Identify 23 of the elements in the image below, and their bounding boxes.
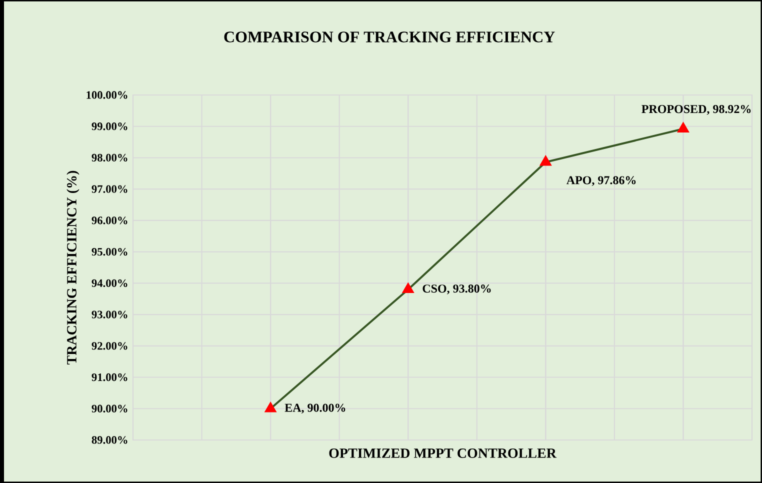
y-tick-label: 94.00%: [92, 279, 128, 288]
annotation: PROPOSED, 98.92%: [642, 104, 751, 115]
point: [402, 282, 414, 294]
y-tick-label: 93.00%: [92, 310, 128, 318]
y-tick-label: 100.00%: [86, 91, 128, 99]
y-tick-label: 92.00%: [92, 342, 128, 350]
y-tick-label: 99.00%: [92, 122, 128, 130]
annotation: CSO, 93.80%: [422, 284, 491, 294]
y-axis-title: TRACKING EFFICIENCY (%): [66, 170, 80, 365]
x-axis-title: OPTIMIZED MPPT CONTROLLER: [329, 448, 557, 458]
point: [677, 122, 690, 132]
y-tick-label: 97.00%: [92, 185, 128, 193]
y-tick-label: 98.00%: [92, 154, 128, 162]
annotation: APO, 97.86%: [566, 176, 636, 186]
chart-title: COMPARISON OF TRACKING EFFICIENCY: [224, 32, 555, 42]
y-tick-label: 95.00%: [92, 248, 128, 256]
y-tick-label: 91.00%: [92, 373, 128, 382]
y-tick-label: 89.00%: [92, 436, 128, 444]
point: [264, 402, 277, 412]
annotation: EA, 90.00%: [284, 404, 346, 414]
point: [540, 155, 552, 166]
y-tick-label: 96.00%: [92, 216, 128, 224]
y-tick-label: 90.00%: [92, 404, 128, 412]
